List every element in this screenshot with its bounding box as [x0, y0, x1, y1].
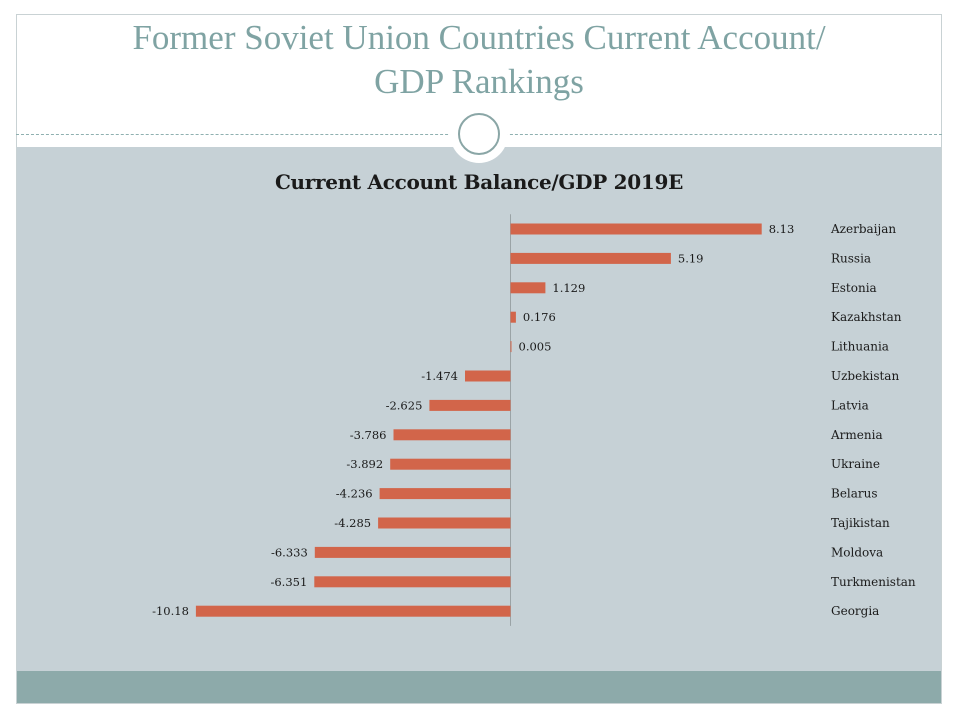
category-label-uzbekistan: Uzbekistan [831, 369, 899, 383]
data-label-russia: 5.19 [678, 251, 704, 265]
data-label-latvia: -2.625 [386, 398, 423, 412]
bar-moldova [314, 546, 511, 558]
data-label-georgia: -10.18 [152, 604, 189, 618]
data-label-belarus: -4.236 [336, 487, 373, 501]
circle-ornament-ring [458, 113, 500, 155]
data-label-ukraine: -3.892 [346, 457, 383, 471]
data-label-azerbaijan: 8.13 [769, 222, 795, 236]
category-label-russia: Russia [831, 251, 871, 265]
category-label-georgia: Georgia [831, 604, 879, 618]
data-label-estonia: 1.129 [552, 281, 585, 295]
category-label-latvia: Latvia [831, 398, 869, 412]
category-label-tajikistan: Tajikistan [831, 516, 890, 530]
category-label-kazakhstan: Kazakhstan [831, 310, 902, 324]
bar-tajikistan [378, 517, 511, 529]
bar-armenia [393, 429, 511, 441]
bar-uzbekistan [465, 370, 511, 382]
bar-kazakhstan [510, 311, 516, 323]
slide-title-line1: Former Soviet Union Countries Current Ac… [132, 18, 826, 57]
category-label-moldova: Moldova [831, 545, 883, 559]
bar-azerbaijan [510, 223, 762, 235]
bar-russia [510, 252, 671, 264]
bar-georgia [195, 605, 511, 617]
bar-belarus [379, 488, 511, 500]
footer-band [17, 671, 941, 703]
data-label-tajikistan: -4.285 [334, 516, 371, 530]
bar-ukraine [390, 458, 511, 470]
bar-estonia [510, 282, 546, 294]
category-label-turkmenistan: Turkmenistan [831, 575, 916, 589]
category-label-armenia: Armenia [830, 428, 883, 442]
slide-title: Former Soviet Union Countries Current Ac… [16, 14, 942, 121]
category-label-estonia: Estonia [831, 281, 877, 295]
circle-ornament-icon [450, 105, 508, 163]
chart-title: Current Account Balance/GDP 2019E [274, 170, 684, 194]
bar-lithuania [510, 341, 512, 353]
slide-title-line2: GDP Rankings [374, 62, 584, 101]
data-label-lithuania: 0.005 [519, 340, 552, 354]
category-label-azerbaijan: Azerbaijan [830, 222, 896, 236]
category-label-ukraine: Ukraine [831, 457, 880, 471]
category-label-lithuania: Lithuania [831, 340, 889, 354]
data-label-uzbekistan: -1.474 [421, 369, 458, 383]
bar-latvia [429, 399, 511, 411]
data-label-moldova: -6.333 [271, 545, 308, 559]
data-label-kazakhstan: 0.176 [523, 310, 556, 324]
data-label-armenia: -3.786 [350, 428, 387, 442]
category-label-belarus: Belarus [831, 487, 878, 501]
bar-turkmenistan [314, 576, 511, 588]
data-label-turkmenistan: -6.351 [270, 575, 307, 589]
